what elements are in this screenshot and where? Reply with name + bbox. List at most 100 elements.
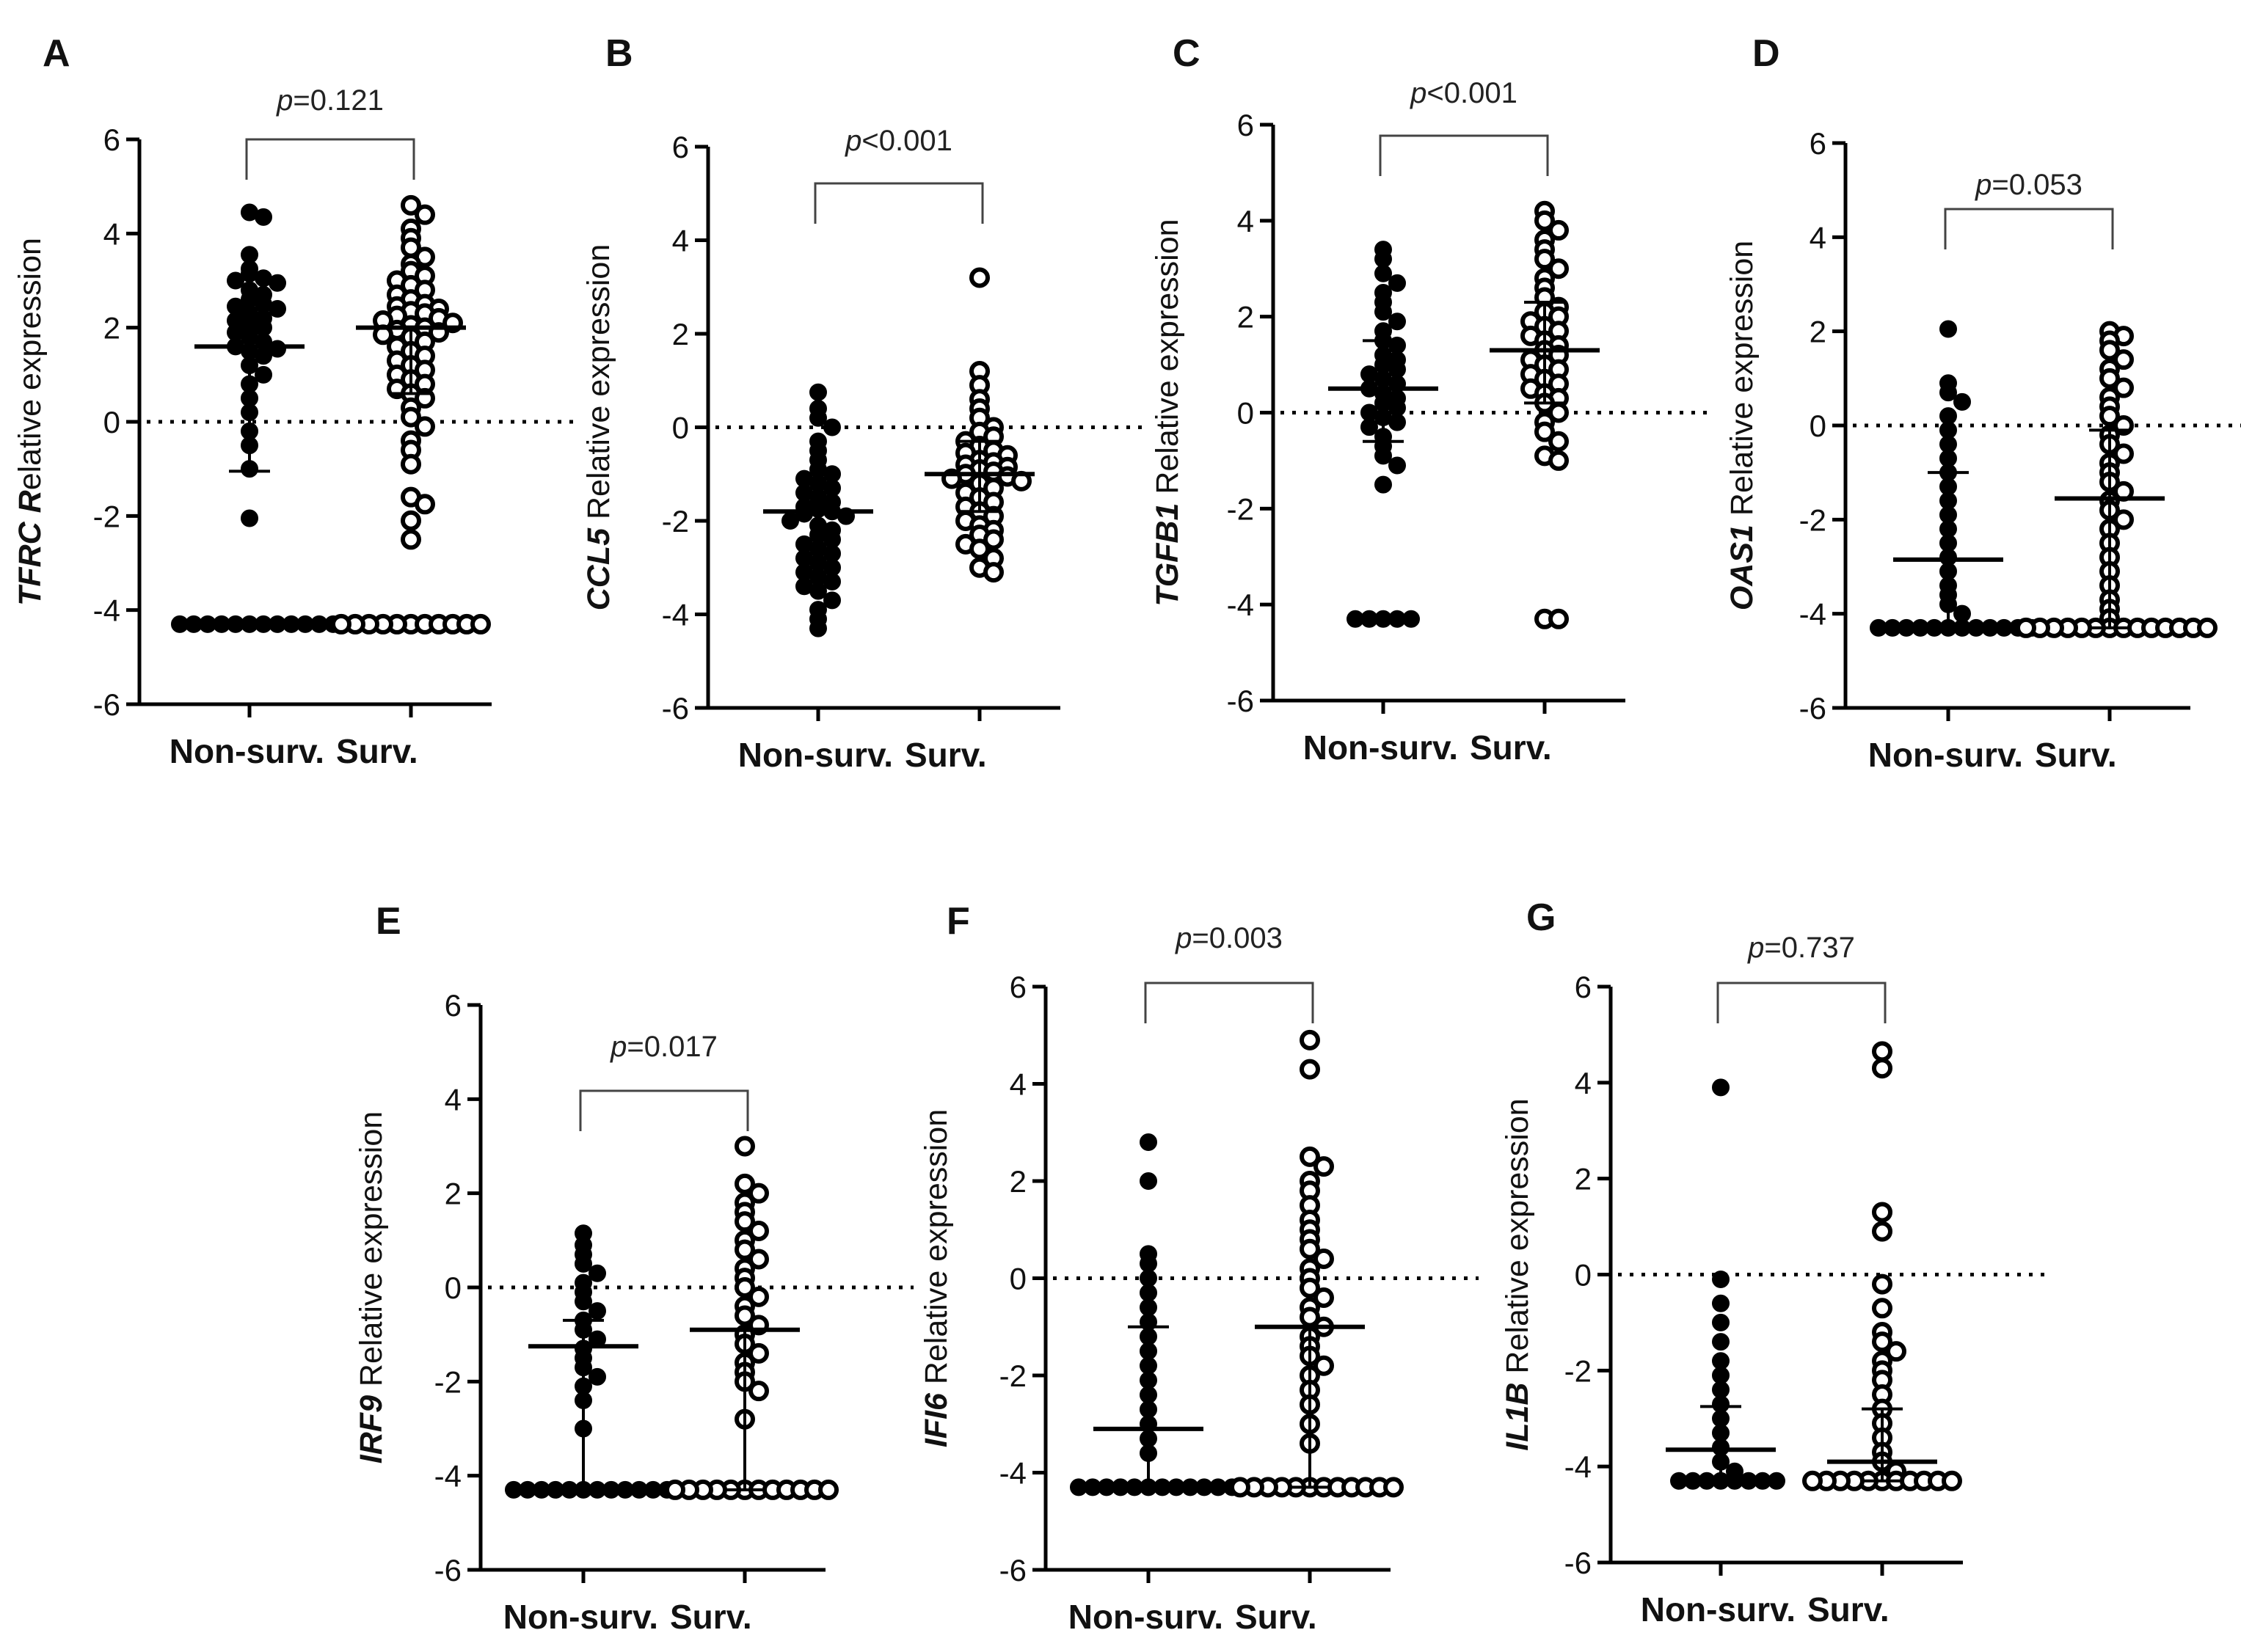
data-point (1548, 608, 1569, 629)
p-symbol: p (1747, 932, 1764, 964)
panel-d: D 6 4 2 0 -2 -4 -6 Non-surv. Surv. OAS1 Relative e… (1724, 32, 2241, 774)
x-category-label: Surv. (1470, 728, 1552, 767)
p-value: =0.737 (1764, 932, 1854, 964)
data-point (1140, 1133, 1157, 1151)
y-tick-label: 0 (1010, 1262, 1027, 1296)
data-point (589, 1367, 606, 1386)
data-point (1402, 610, 1420, 628)
data-point (969, 267, 990, 288)
data-point (809, 383, 827, 401)
x-category-label: Non-surv. (503, 1598, 658, 1636)
series-surv (331, 194, 491, 635)
y-axis-label-text: Relative expression (581, 244, 616, 528)
data-point (415, 204, 435, 225)
data-point (1548, 450, 1569, 471)
panel-letter: D (1752, 32, 1780, 75)
p-value: =0.121 (293, 84, 383, 117)
panel-letter: E (376, 900, 401, 943)
y-tick-label: 2 (445, 1177, 462, 1211)
data-point (2016, 617, 2036, 638)
x-category-label: Non-surv. (1303, 728, 1458, 767)
y-axis-label-text: Relative expression (1150, 219, 1185, 502)
y-axis-label: TFRC Relative expression (12, 238, 48, 606)
p-symbol: p (845, 125, 861, 157)
data-point (1939, 320, 1957, 338)
data-point (809, 619, 827, 637)
panel-e: E 6 4 2 0 -2 -4 -6 Non-surv. Surv. IRF9 Relative e… (354, 900, 914, 1636)
data-point (1374, 264, 1392, 282)
data-point (823, 418, 841, 436)
panel-letter: G (1526, 896, 1556, 939)
y-tick-label: 4 (103, 216, 120, 251)
data-point (505, 1480, 522, 1499)
panel-f: F 6 4 2 0 -2 -4 -6 Non-surv. Surv. IFI6 Relative e… (919, 900, 1479, 1636)
p-value: =0.017 (627, 1031, 717, 1063)
gene-name: TGFB1 (1150, 503, 1185, 607)
data-point (1388, 274, 1406, 292)
gene-name: IL1B (1500, 1383, 1535, 1451)
p-value-label: p=0.053 (1975, 169, 2083, 201)
y-tick-label: 6 (672, 130, 689, 164)
data-point (255, 365, 272, 384)
data-point (983, 562, 1004, 583)
y-tick-label: 6 (103, 123, 120, 157)
data-point (2113, 509, 2134, 530)
y-tick-label: -6 (662, 691, 689, 726)
y-tick-label: -4 (1227, 588, 1254, 622)
y-tick-label: 2 (672, 317, 689, 351)
data-point (1548, 258, 1569, 279)
significance-bracket (814, 182, 984, 224)
series-non-surv (763, 383, 873, 637)
y-tick-label: 6 (445, 988, 462, 1023)
data-point (227, 271, 244, 290)
significance-bracket (1716, 982, 1887, 1023)
data-point (2099, 406, 2120, 427)
data-point (1388, 456, 1406, 475)
data-point (1300, 1238, 1320, 1260)
significance-bracket (1379, 134, 1549, 176)
y-axis-label: CCL5 Relative expression (581, 244, 616, 611)
y-tick-label: 6 (1010, 970, 1027, 1004)
data-point (1872, 1273, 1892, 1295)
data-point (1534, 249, 1555, 270)
y-tick-label: 2 (1010, 1164, 1027, 1199)
series-surv (2016, 321, 2218, 638)
y-tick-label: -6 (999, 1553, 1027, 1587)
data-point (470, 613, 491, 635)
data-point (1712, 1294, 1730, 1312)
y-tick-label: 2 (1237, 300, 1254, 335)
gene-name: CCL5 (581, 527, 616, 610)
y-tick-label: 0 (1575, 1258, 1592, 1293)
y-axis-label: OAS1 Relative expression (1724, 241, 1760, 610)
x-category-label: Surv. (905, 736, 987, 774)
data-point (415, 416, 435, 437)
y-tick-label: -2 (1227, 491, 1254, 526)
y-axis-label: IRF9 Relative expression (354, 1111, 389, 1463)
panel-letter: B (605, 32, 633, 75)
data-point (1886, 1341, 1906, 1362)
p-value-label: p=0.121 (276, 84, 384, 117)
data-point (1712, 1271, 1730, 1289)
data-point (735, 1173, 755, 1194)
y-axis-label-text: Relative expression (1724, 241, 1760, 525)
y-tick-label: 0 (1810, 409, 1826, 443)
x-category-label: Surv. (670, 1598, 752, 1636)
data-point (1070, 1478, 1087, 1496)
data-point (1300, 1277, 1320, 1298)
data-point (1872, 1202, 1892, 1223)
series-surv (1802, 1041, 1962, 1491)
series-surv (925, 267, 1035, 583)
data-point (1953, 392, 1971, 411)
y-tick-label: 4 (445, 1082, 462, 1116)
data-point (1374, 447, 1392, 465)
series-non-surv (1870, 320, 2041, 637)
data-point (1300, 1146, 1320, 1167)
panel-letter: A (43, 32, 70, 75)
data-point (748, 1342, 769, 1364)
data-point (401, 510, 421, 531)
data-point (1670, 1472, 1688, 1490)
x-category-label: Surv. (2035, 736, 2117, 774)
y-tick-label: 4 (672, 224, 689, 258)
y-tick-label: -6 (434, 1553, 462, 1587)
data-point (1140, 1254, 1157, 1273)
